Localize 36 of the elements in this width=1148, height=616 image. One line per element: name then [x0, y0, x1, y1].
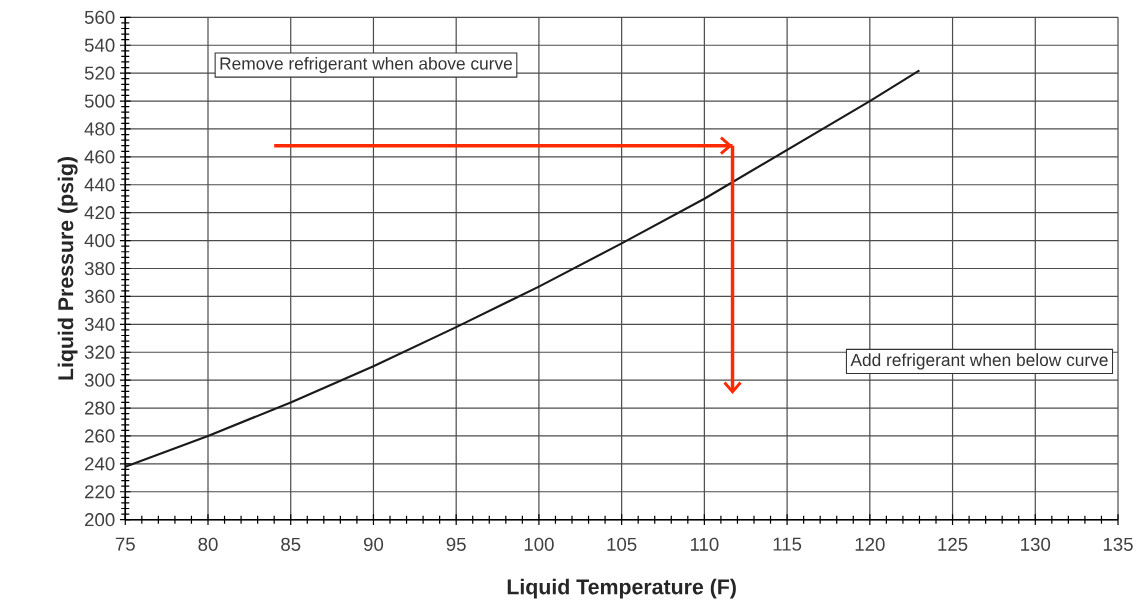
- y-axis-title: Liquid Pressure (psig): [57, 157, 78, 380]
- x-axis-title: Liquid Temperature (F): [507, 578, 736, 599]
- y-tick-label: 500: [84, 94, 115, 108]
- x-tick-label: 95: [446, 537, 466, 552]
- x-tick-label: 80: [198, 537, 218, 552]
- y-tick-label: 260: [85, 429, 115, 443]
- y-tick-label: 420: [84, 206, 115, 220]
- y-tick-label: 240: [85, 457, 115, 471]
- y-tick-label: 480: [84, 122, 115, 136]
- x-tick-label: 105: [607, 537, 637, 552]
- y-tick-label: 380: [84, 262, 115, 276]
- y-tick-label: 400: [84, 234, 115, 248]
- y-tick-label: 200: [85, 513, 115, 527]
- y-tick-label: 340: [84, 317, 115, 332]
- x-tick-label: 115: [773, 537, 802, 551]
- y-tick-label: 220: [85, 485, 115, 499]
- annotation: Remove refrigerant when above curve: [220, 57, 512, 74]
- x-tick-label: 85: [281, 537, 301, 552]
- y-tick-label: 300: [84, 373, 115, 387]
- x-tick-label: 120: [855, 537, 885, 552]
- y-tick-label: 560: [84, 10, 115, 25]
- y-tick-label: 520: [84, 66, 115, 80]
- x-tick-label: 90: [363, 537, 384, 552]
- y-tick-label: 460: [84, 150, 115, 164]
- x-tick-label: 100: [524, 537, 554, 552]
- x-tick-label: 125: [938, 537, 968, 552]
- y-tick-label: 320: [84, 345, 115, 360]
- y-tick-label: 360: [84, 289, 115, 304]
- x-tick-label: 110: [690, 537, 719, 552]
- y-tick-label: 280: [85, 401, 115, 415]
- x-tick-label: 75: [115, 537, 135, 551]
- x-tick-label: 130: [1021, 537, 1051, 552]
- x-tick-label: 135: [1103, 537, 1133, 552]
- y-tick-label: 440: [84, 178, 115, 192]
- annotation: Add refrigerant when below curve: [850, 353, 1108, 370]
- y-tick-label: 540: [84, 38, 115, 53]
